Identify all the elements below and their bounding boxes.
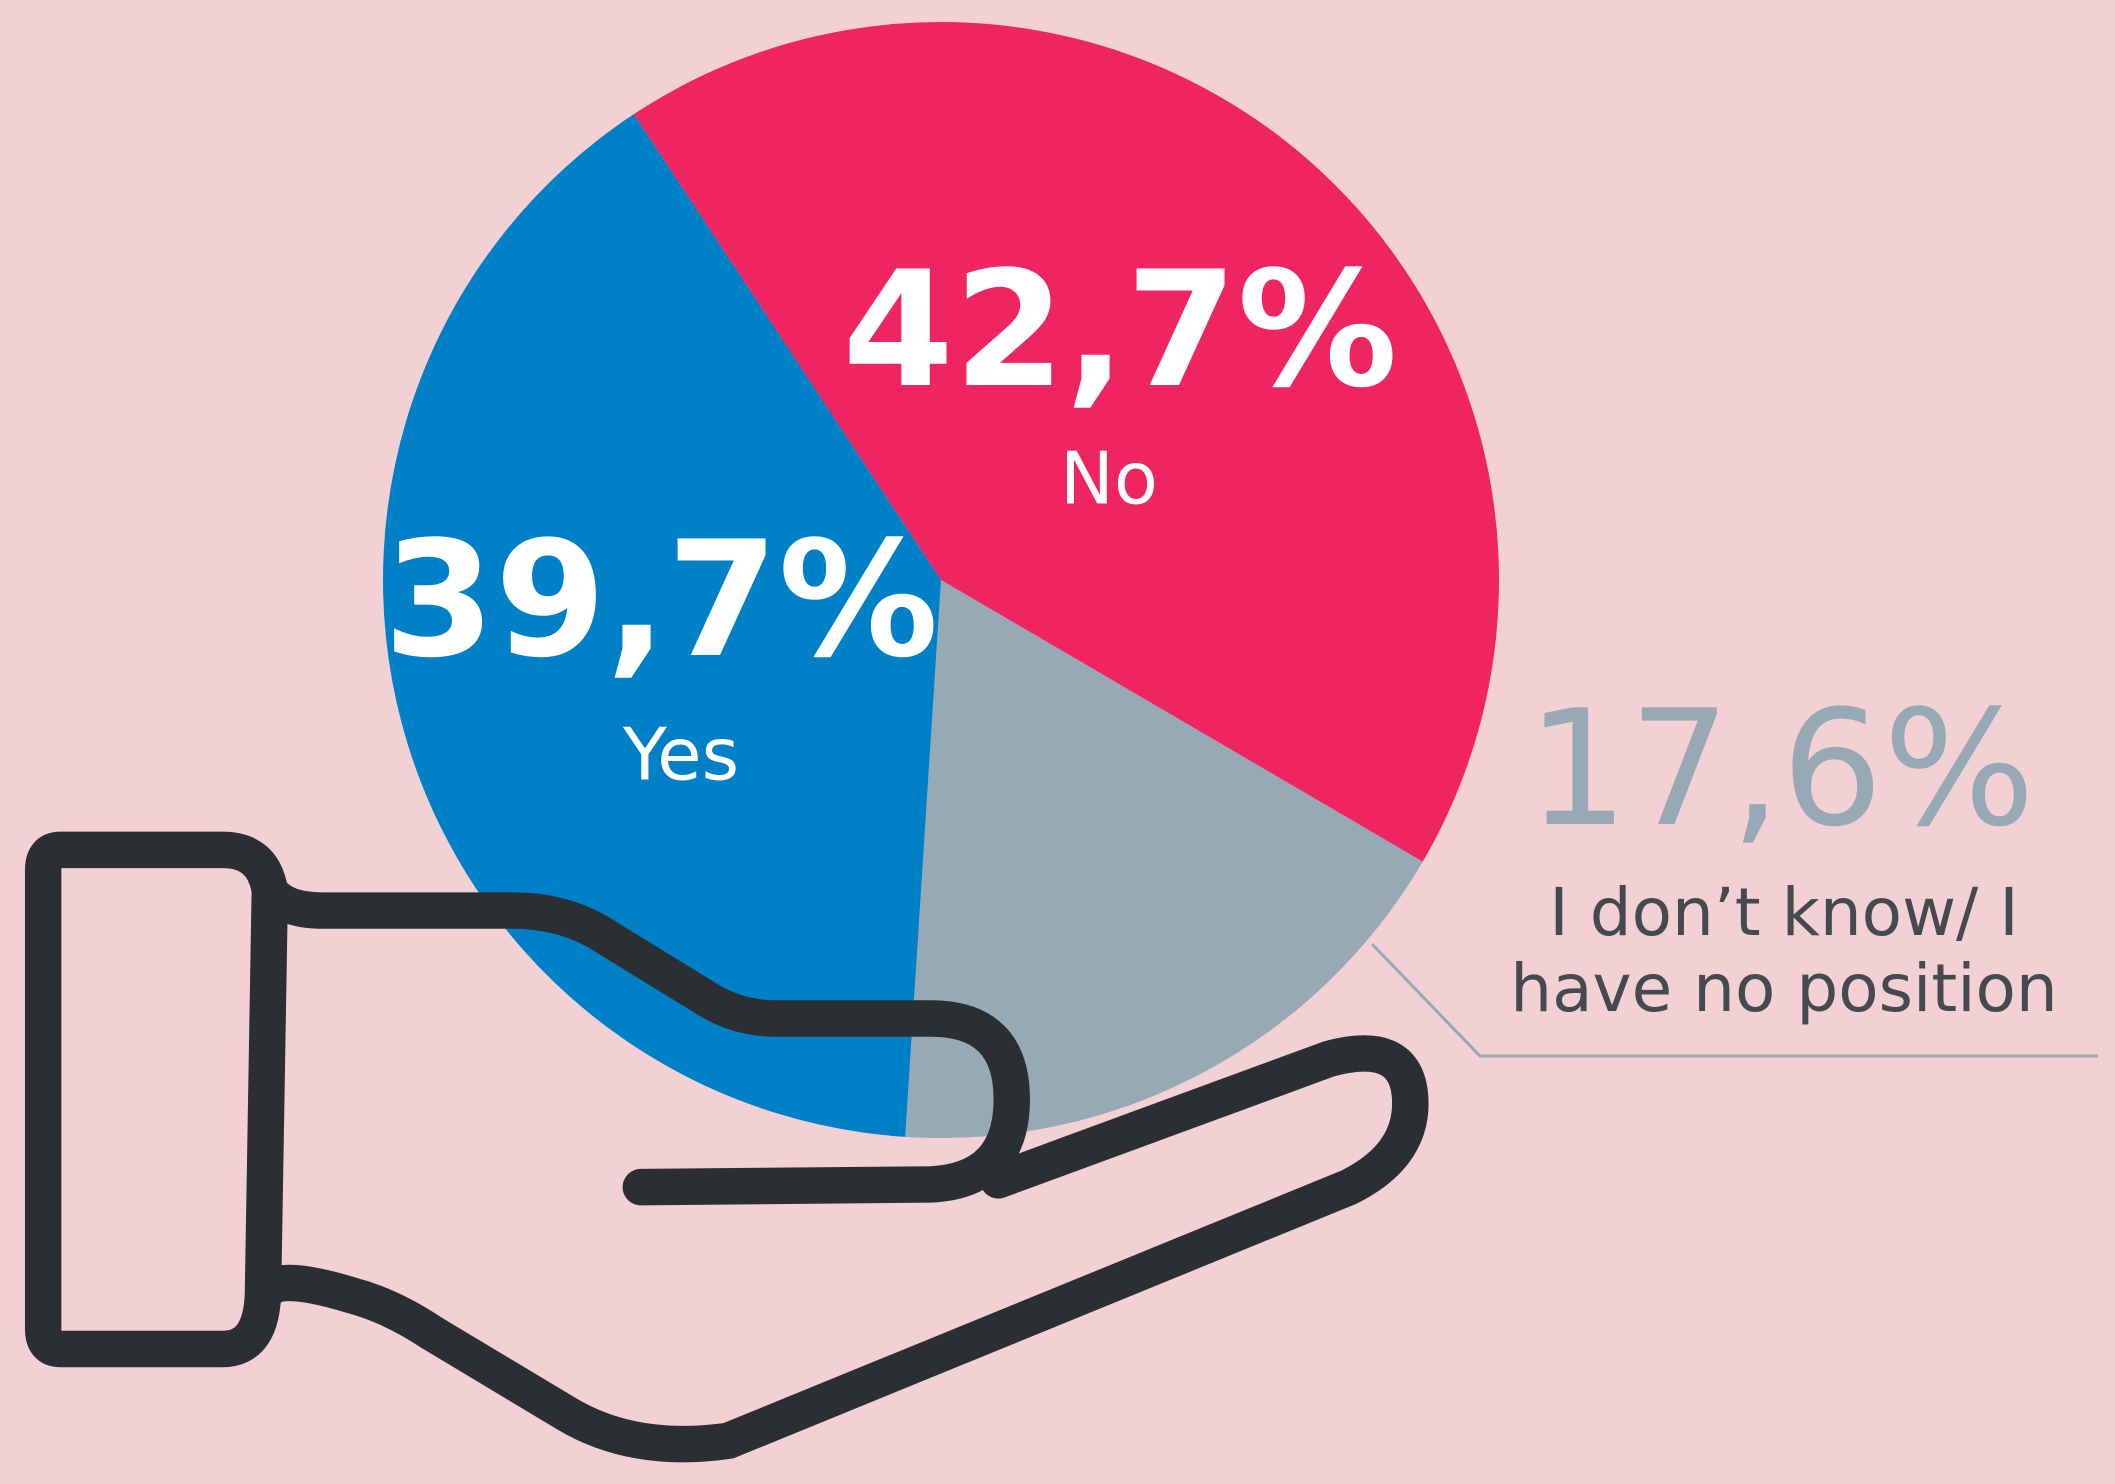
leader-line (1370, 942, 2098, 1058)
value-label: 39,7% (383, 506, 939, 693)
category-label: Yes (622, 712, 740, 797)
category-label: No (1060, 436, 1158, 521)
hand-palm (251, 1035, 1429, 1463)
hand-cuff (24, 831, 289, 1368)
category-label: I don’t know/ I have no position (1510, 874, 2058, 1027)
pie (382, 22, 1499, 1138)
pie-slice (633, 22, 1499, 862)
hand-thumb (251, 872, 1030, 1206)
hand-icon (24, 831, 1429, 1463)
value-label: 17,6% (1526, 675, 2036, 862)
pie-slice (382, 114, 942, 1137)
pie-slice (905, 580, 1423, 1138)
value-label: 42,7% (842, 236, 1398, 423)
